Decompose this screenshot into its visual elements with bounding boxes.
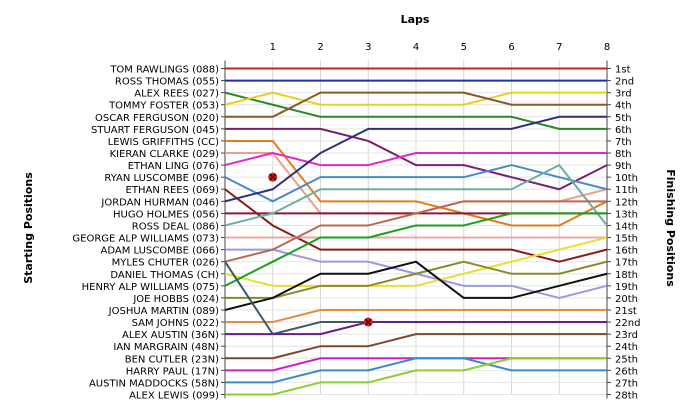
chart-title: Laps [401,13,430,26]
start-position-label: TOM RAWLINGS (088) [109,65,219,76]
finish-position-label: 14th [615,221,638,232]
finish-position-label: 16th [615,246,638,257]
x-tick-label: 2 [317,42,323,53]
marker-cross [269,173,277,181]
finish-position-label: 27th [615,378,638,389]
x-tick-label: 4 [413,42,419,53]
marker-cross [364,318,372,326]
start-position-label: AUSTIN MADDOCKS (58N) [89,378,219,389]
finish-position-label: 11th [615,185,638,196]
start-position-label: JOE HOBBS (024) [132,294,219,305]
finish-position-label: 22nd [615,318,640,329]
series-layer [224,67,608,396]
finish-position-label: 6th [615,125,632,136]
series-line [225,91,607,118]
x-tick-label: 6 [508,42,514,53]
finish-position-label: 7th [615,137,632,148]
start-position-label: SAM JOHNS (022) [132,318,220,329]
x-tick-label: 5 [461,42,467,53]
start-position-label: JOSHUA MARTIN (089) [108,306,219,317]
start-position-label: HUGO HOLMES (056) [113,209,219,220]
start-position-label: ALEX LEWIS (099) [129,391,219,402]
finish-position-label: 28th [615,391,638,402]
finish-position-label: 8th [615,149,632,160]
start-position-label: HENRY ALP WILLIAMS (075) [82,282,219,293]
series-line [225,127,608,191]
finish-position-label: 12th [615,197,638,208]
series-line [224,152,607,167]
series-line [224,260,608,311]
right-axis-label: Finishing Positions [664,169,677,287]
finish-position-label: 19th [615,282,638,293]
finish-position-label: 3rd [615,89,632,100]
retirement-marker [363,317,373,327]
series-line [224,91,607,106]
start-position-label: ALEX REES (027) [134,89,219,100]
series-line [225,139,608,227]
finish-position-label: 2nd [615,77,634,88]
start-position-label: ETHAN LING (076) [128,161,219,172]
finish-position-label: 20th [615,294,638,305]
finish-position-label: 4th [615,101,632,112]
start-position-label: ADAM LUSCOMBE (066) [101,246,220,257]
start-position-label: GEORGE ALP WILLIAMS (073) [72,234,219,245]
left-axis-label: Starting Positions [22,172,35,284]
start-position-label: HARRY PAUL (17N) [126,366,219,377]
finish-position-label: 26th [615,366,638,377]
finish-position-label: 17th [615,258,638,269]
x-tick-label: 8 [604,42,610,53]
series-line [224,236,608,287]
start-position-label: BEN CUTLER (23N) [125,354,219,365]
series-line [225,357,607,384]
finish-position-label: 1st [615,65,631,76]
start-position-label: KIERAN CLARKE (029) [110,149,219,160]
finish-position-label: 10th [615,173,638,184]
finish-position-label: 24th [615,342,638,353]
start-position-label: IAN MARGRAIN (48N) [113,342,219,353]
finish-position-label: 18th [615,270,638,281]
start-position-label: RYAN LUSCOMBE (096) [104,173,219,184]
start-position-label: LEWIS GRIFFITHS (CC) [108,137,219,148]
series-line [224,200,607,263]
series-line [225,333,607,360]
series-line [224,188,608,263]
finish-position-label: 15th [615,234,638,245]
start-position-label: DANIEL THOMAS (CH) [110,270,219,281]
x-tick-label: 1 [270,42,276,53]
start-position-label: ROSS THOMAS (055) [115,77,219,88]
finish-position-label: 25th [615,354,638,365]
start-position-label: ROSS DEAL (086) [132,221,219,232]
start-position-label: MYLES CHUTER (026) [112,258,220,269]
x-tick-label: 7 [556,42,562,53]
series-line [225,308,607,324]
retirement-marker [268,172,278,182]
series-line [225,357,607,396]
series-line [224,164,608,227]
finish-position-label: 21st [615,306,637,317]
start-position-label: ALEX AUSTIN (36N) [122,330,219,341]
label-layer: TOM RAWLINGS (088)ROSS THOMAS (055)ALEX … [72,65,640,402]
start-position-label: OSCAR FERGUSON (020) [95,113,219,124]
start-position-label: TOMMY FOSTER (053) [108,101,219,112]
finish-position-label: 5th [615,113,632,124]
start-position-label: STUART FERGUSON (045) [91,125,219,136]
finish-position-label: 23rd [615,330,638,341]
x-tick-label: 3 [365,42,371,53]
finish-position-label: 13th [615,209,638,220]
series-line [224,212,607,287]
marker-layer [268,172,373,327]
series-line [225,260,608,299]
finish-position-label: 9th [615,161,632,172]
start-position-label: ETHAN REES (069) [126,185,220,196]
start-position-label: JORDAN HURMAN (046) [100,197,219,208]
series-line [224,115,607,203]
series-line [225,321,607,336]
